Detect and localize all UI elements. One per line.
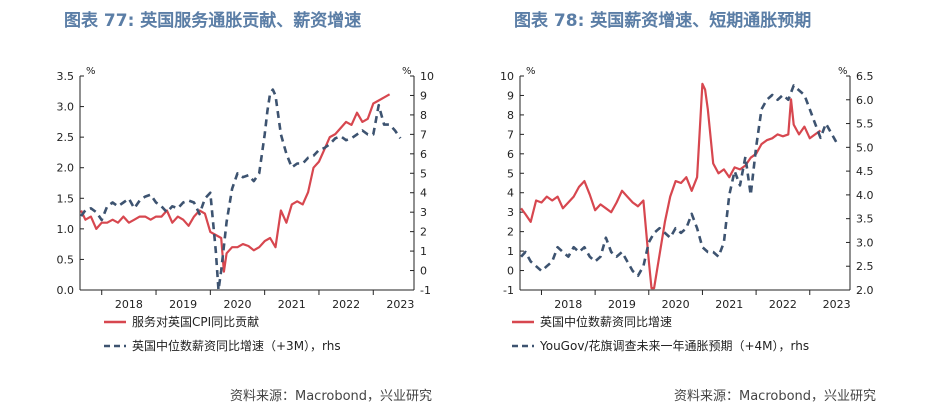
chart-left: % % 0.0 0.5 1.0 1.5 2.0 2.5 3.0 3.5 -1 0 1 2 3 4 5 6 7 8 9 10… [57,66,435,353]
chart-right: % % -1 0 1 2 3 4 5 6 7 8 9 10 2.0 2.5 3.0 3.5 4.0 4.5 5.0 5.5… [500,66,874,353]
right-tick-label: 4 [420,187,427,200]
source-note-right: 资料来源：Macrobond，兴业研究 [674,389,877,404]
left-tick-label: 3 [507,206,514,219]
right-tick-label: 7 [420,128,427,141]
right-tick-label: 8 [420,109,427,122]
left-tick-label: 9 [507,89,514,102]
x-tick-label: 2023 [823,298,851,311]
series-line-2 [80,88,402,292]
left-tick-label: 5 [507,167,514,180]
legend-label-2: 英国中位数薪资同比增速（+3M），rhs [132,338,341,353]
chart-title-left: 图表 77: 英国服务通胀贡献、薪资增速 [64,11,362,31]
right-tick-label: 10 [420,70,434,83]
x-tick-label: 2023 [386,298,414,311]
right-tick-label: 0 [420,265,427,278]
x-tick-label: 2021 [278,298,306,311]
legend-label-1: 服务对英国CPI同比贡献 [132,314,259,329]
left-tick-label: 0.0 [57,284,75,297]
left-tick-label: 4 [507,187,514,200]
left-tick-label: 1.5 [57,192,75,205]
legend-label-1: 英国中位数薪资同比增速 [540,314,672,329]
x-tick-label: 2022 [769,298,797,311]
left-tick-label: 3.0 [57,101,75,114]
left-tick-label: 7 [507,128,514,141]
left-tick-label: -1 [503,284,514,297]
left-tick-label: 2.5 [57,131,75,144]
left-tick-label: 0 [507,265,514,278]
left-tick-label: 1 [507,245,514,258]
x-tick-label: 2020 [223,298,251,311]
left-tick-label: 6 [507,148,514,161]
x-tick-label: 2019 [608,298,636,311]
right-tick-label: 6.5 [856,70,874,83]
left-unit-label: % [526,66,536,77]
right-tick-label: 5 [420,167,427,180]
legend-label-2: YouGov/花旗调查未来一年通胀预期（+4M），rhs [539,338,809,353]
right-tick-label: 5.0 [856,141,874,154]
x-tick-label: 2020 [662,298,690,311]
source-note-left: 资料来源：Macrobond，兴业研究 [230,389,433,404]
chart-title-right: 图表 78: 英国薪资增速、短期通胀预期 [514,11,812,31]
right-tick-label: 2 [420,226,427,239]
left-unit-label: % [86,66,96,77]
right-tick-label: 2.0 [856,284,874,297]
right-tick-label: 3.5 [856,213,874,226]
left-tick-label: 3.5 [57,70,75,83]
series-line-1 [520,82,822,290]
x-tick-label: 2018 [115,298,143,311]
right-tick-label: 4.0 [856,189,874,202]
x-tick-label: 2021 [715,298,743,311]
right-tick-label: 2.5 [856,260,874,273]
right-unit-label: % [402,66,412,77]
left-tick-label: 0.5 [57,253,75,266]
series-line-2 [520,84,838,278]
x-tick-label: 2018 [554,298,582,311]
x-tick-label: 2019 [169,298,197,311]
right-tick-label: 4.5 [856,165,874,178]
right-tick-label: 9 [420,89,427,102]
right-tick-label: 3 [420,206,427,219]
left-tick-label: 10 [500,70,514,83]
right-tick-label: 6 [420,148,427,161]
right-tick-label: 3.0 [856,236,874,249]
right-tick-label: 6.0 [856,94,874,107]
left-tick-label: 2 [507,226,514,239]
right-unit-label: % [838,66,848,77]
left-tick-label: 8 [507,109,514,122]
left-tick-label: 1.0 [57,223,75,236]
right-tick-label: 1 [420,245,427,258]
right-tick-label: -1 [420,284,431,297]
right-tick-label: 5.5 [856,118,874,131]
series-line-1 [80,93,391,273]
x-tick-label: 2022 [332,298,360,311]
left-tick-label: 2.0 [57,162,75,175]
